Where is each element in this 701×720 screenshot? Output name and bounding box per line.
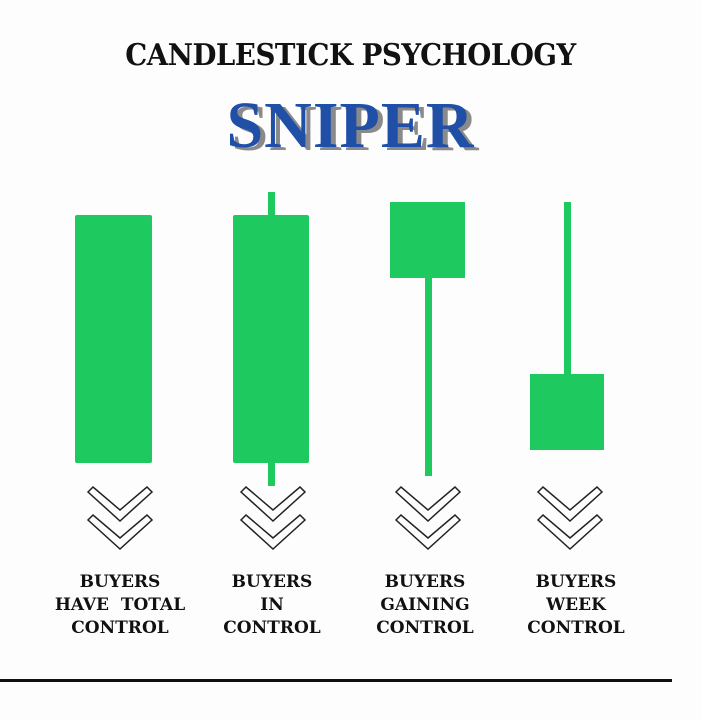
double-chevron-down-icon xyxy=(536,486,604,551)
double-chevron-down-icon xyxy=(394,486,462,551)
label-line: CONTROL xyxy=(527,618,625,638)
candle-3-label: BUYERS GAINING CONTROL xyxy=(350,571,500,640)
label-line: HAVE TOTAL xyxy=(54,595,186,615)
label-line: WEEK xyxy=(546,595,606,615)
candle-body xyxy=(530,374,604,450)
label-line: CONTROL xyxy=(223,618,321,638)
candle-body xyxy=(390,202,465,278)
label-line: BUYERS xyxy=(79,572,161,592)
label-line: BUYERS xyxy=(384,572,466,592)
candle-upper-wick xyxy=(268,192,275,216)
label-line: CONTROL xyxy=(376,618,474,638)
candle-body xyxy=(75,215,152,463)
candle-4-label: BUYERS WEEK CONTROL xyxy=(501,571,651,640)
page-title: CANDLESTICK PSYCHOLOGY xyxy=(125,38,576,73)
double-chevron-down-icon xyxy=(86,486,154,551)
label-line: CONTROL xyxy=(71,618,169,638)
candle-lower-wick xyxy=(425,277,432,476)
brand-logo: SNIPER xyxy=(226,89,475,162)
double-chevron-down-icon xyxy=(239,486,307,551)
candle-body xyxy=(233,215,309,463)
candle-1-label: BUYERS HAVE TOTAL CONTROL xyxy=(45,571,195,640)
label-line: BUYERS xyxy=(535,572,617,592)
candle-lower-wick xyxy=(268,462,275,486)
candle-upper-wick xyxy=(564,202,571,375)
label-line: IN xyxy=(260,595,284,615)
candle-2-label: BUYERS IN CONTROL xyxy=(197,571,347,640)
bottom-divider xyxy=(0,679,672,682)
label-line: BUYERS xyxy=(231,572,313,592)
label-line: GAINING xyxy=(380,595,470,615)
